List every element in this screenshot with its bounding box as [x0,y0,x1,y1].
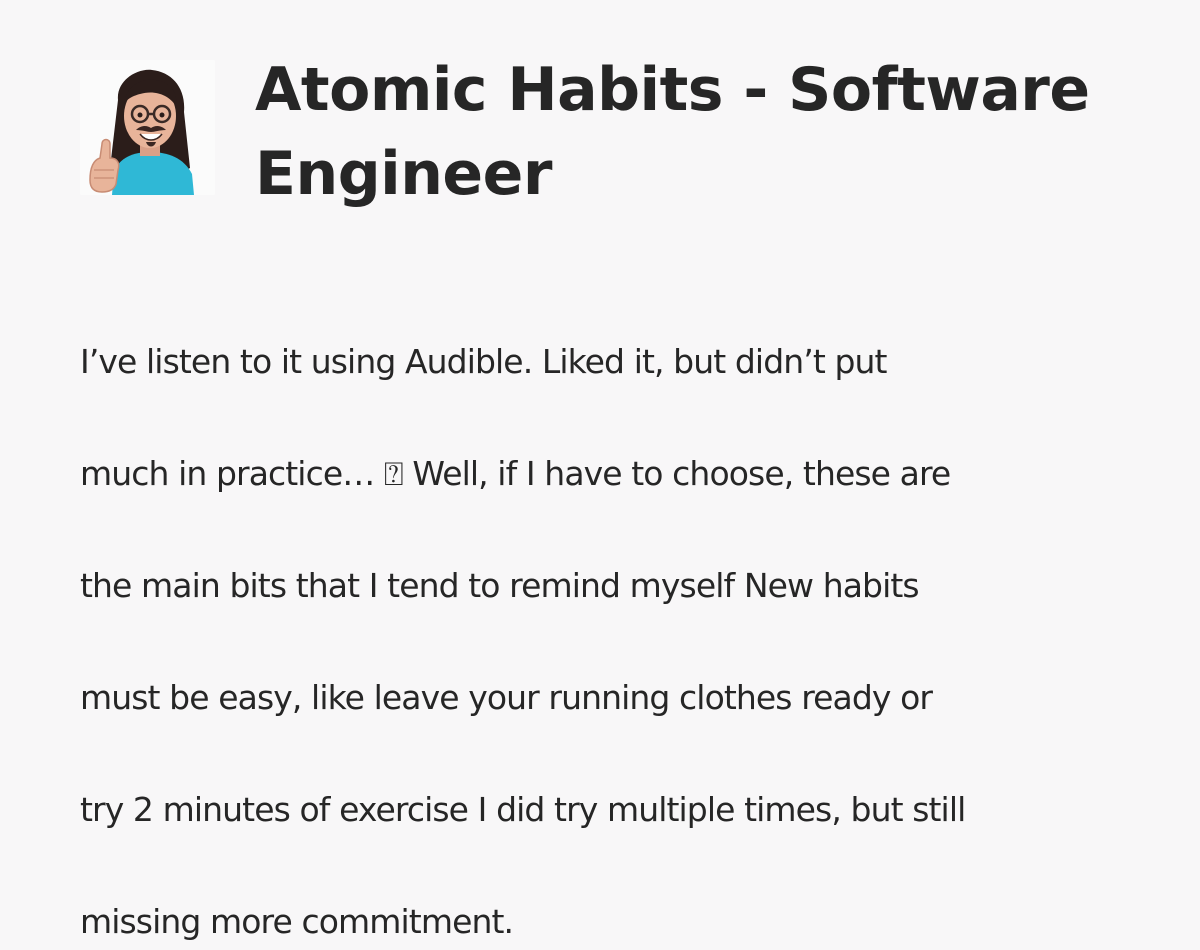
excerpt-line: much in practice… ⍰ Well, if I have to c… [80,454,951,493]
title-line-2: Engineer [255,139,552,209]
og-card: Atomic Habits - Software Engineer I’ve l… [80,48,1155,941]
excerpt-line: missing more commitment. [80,902,514,941]
author-avatar [80,60,215,195]
excerpt-line: I’ve listen to it using Audible. Liked i… [80,342,887,381]
title-line-1: Atomic Habits - Software [255,55,1090,125]
excerpt-line: try 2 minutes of exercise I did try mult… [80,790,966,829]
post-excerpt: I’ve listen to it using Audible. Liked i… [80,278,1140,950]
excerpt-line: the main bits that I tend to remind myse… [80,566,920,605]
excerpt-line: must be easy, like leave your running cl… [80,678,933,717]
cartoon-avatar-thumbs-up-icon [80,60,215,195]
page-title: Atomic Habits - Software Engineer [255,48,1155,216]
